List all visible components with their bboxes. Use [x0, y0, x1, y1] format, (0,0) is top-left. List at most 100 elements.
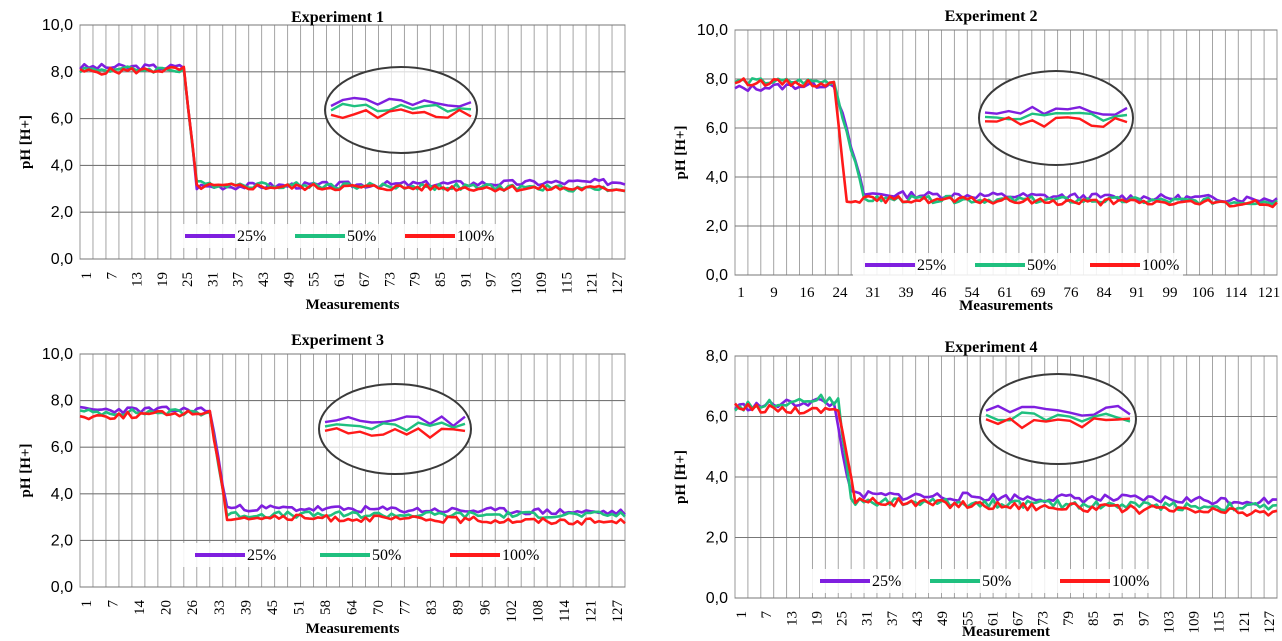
x-tick-label: 31 [205, 272, 221, 287]
x-tick-label: 46 [932, 285, 948, 301]
series-line-50pct [79, 408, 626, 520]
x-tick-label: 49 [281, 272, 297, 287]
x-tick-label: 73 [1036, 611, 1052, 626]
y-tick-label: 4,0 [706, 169, 728, 186]
x-tick-label: 20 [159, 600, 175, 615]
x-tick-label: 64 [345, 600, 361, 616]
x-axis-title: Measurements [959, 298, 1053, 314]
x-tick-label: 91 [458, 272, 474, 287]
x-tick-label: 37 [885, 611, 901, 627]
y-tick-label: 10,0 [42, 346, 73, 363]
x-tick-label: 83 [424, 600, 440, 615]
chart-panel-3: 0,0 2,0 4,0 6,0 8,0 10,0 1 7 14 20 26 33 39 45 51 58 64 7… [18, 332, 626, 637]
x-tick-label: 61 [998, 285, 1013, 301]
chart-title: Experiment 1 [291, 9, 384, 26]
x-tick-label: 127 [610, 600, 626, 623]
x-tick-label: 13 [130, 272, 146, 287]
zoom-series-50pct [984, 111, 1128, 123]
x-tick-label: 39 [238, 600, 254, 615]
x-tick-label: 70 [371, 600, 387, 615]
x-tick-label: 114 [557, 600, 573, 622]
legend-label: 25% [917, 257, 946, 274]
x-tick-label: 7 [106, 600, 122, 608]
legend-label: 25% [237, 228, 266, 245]
x-tick-label: 7 [759, 611, 775, 619]
y-tick-label: 4,0 [51, 157, 73, 174]
chart-panel-4: 0,0 2,0 4,0 6,0 8,0 1 7 13 19 25 31 37 43 49 55 61 67 73 7… [673, 339, 1278, 640]
legend-label: 100% [1112, 573, 1149, 590]
x-tick-label: 127 [610, 272, 626, 295]
x-axis-title: Measurements [306, 297, 400, 313]
zoom-series-100pct [330, 108, 472, 120]
x-tick-label: 14 [132, 600, 148, 616]
legend-label: 100% [502, 547, 539, 564]
legend-label: 50% [982, 573, 1011, 590]
zoom-series-100pct [985, 417, 1131, 430]
x-tick-label: 109 [534, 272, 550, 295]
y-tick-label: 6,0 [51, 111, 73, 128]
y-tick-label: 6,0 [706, 409, 728, 426]
x-tick-label: 89 [451, 600, 467, 615]
x-tick-label: 1 [734, 611, 750, 619]
y-tick-label: 0,0 [51, 251, 73, 268]
y-tick-label: 8,0 [51, 64, 73, 81]
x-tick-label: 61 [332, 272, 348, 287]
x-tick-label: 121 [583, 600, 599, 623]
zoom-series-50pct [330, 102, 472, 113]
x-tick-label: 7 [104, 272, 120, 280]
legend-label: 50% [372, 547, 401, 564]
x-tick-label: 79 [408, 272, 424, 287]
x-tick-label: 121 [1258, 285, 1281, 301]
legend-label: 100% [1142, 257, 1179, 274]
x-tick-label: 25 [180, 272, 196, 287]
y-tick-label: 2,0 [51, 204, 73, 221]
zoom-series-50pct [985, 411, 1131, 423]
vertical-gridlines [734, 30, 1278, 275]
x-tick-label: 85 [1086, 611, 1102, 626]
x-tick-label: 76 [1064, 285, 1080, 301]
x-tick-label: 39 [899, 285, 914, 301]
x-tick-label: 33 [212, 600, 228, 615]
y-tick-label: 2,0 [706, 218, 728, 235]
series-line-100pct [79, 409, 626, 526]
x-tick-label: 45 [265, 600, 281, 615]
y-tick-label: 2,0 [51, 532, 73, 549]
zoom-series-50pct [324, 421, 466, 432]
x-tick-label: 121 [585, 272, 601, 295]
y-tick-label: 10,0 [42, 17, 73, 34]
x-tick-label: 114 [1225, 285, 1247, 301]
x-tick-label: 103 [509, 272, 525, 295]
y-tick-label: 0,0 [706, 267, 728, 284]
x-tick-label: 43 [256, 272, 272, 287]
x-tick-label: 73 [382, 272, 398, 287]
series-line-100pct [734, 77, 1278, 209]
x-tick-label: 77 [398, 600, 414, 616]
x-tick-label: 115 [1212, 611, 1228, 633]
y-axis-title: pH [H+] [673, 126, 689, 180]
y-tick-label: 8,0 [706, 71, 728, 88]
x-tick-label: 55 [307, 272, 323, 287]
x-tick-label: 58 [318, 600, 334, 615]
y-tick-label: 6,0 [51, 439, 73, 456]
vertical-gridlines [79, 25, 626, 259]
x-tick-label: 84 [1097, 285, 1113, 301]
x-tick-label: 31 [866, 285, 881, 301]
x-tick-label: 1 [737, 285, 745, 301]
x-tick-label: 102 [504, 600, 520, 623]
x-tick-label: 97 [484, 272, 500, 288]
legend-label: 100% [457, 228, 494, 245]
x-tick-label: 25 [835, 611, 851, 626]
legend-label: 50% [1027, 257, 1056, 274]
y-axis-title: pH [H+] [18, 115, 34, 169]
legend-label: 25% [872, 573, 901, 590]
y-tick-label: 2,0 [706, 530, 728, 547]
x-tick-label: 54 [965, 285, 981, 301]
x-tick-label: 19 [809, 611, 825, 626]
x-tick-label: 31 [860, 611, 876, 626]
y-tick-label: 6,0 [706, 120, 728, 137]
x-tick-label: 127 [1262, 611, 1278, 634]
zoom-series-25pct [330, 96, 472, 108]
zoom-series-25pct [985, 404, 1131, 417]
y-tick-label: 8,0 [51, 393, 73, 410]
